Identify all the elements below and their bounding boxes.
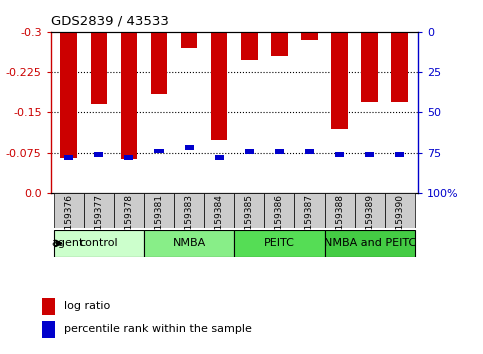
Bar — [301, 32, 318, 40]
Bar — [325, 230, 415, 257]
Bar — [271, 32, 288, 56]
Bar — [54, 230, 144, 257]
Bar — [60, 32, 77, 158]
Bar — [264, 193, 295, 228]
Text: NMBA and PEITC: NMBA and PEITC — [324, 238, 416, 249]
Bar — [151, 32, 167, 93]
Bar — [395, 152, 404, 157]
Text: GSM159385: GSM159385 — [245, 194, 254, 249]
Bar — [355, 193, 384, 228]
Text: GSM159378: GSM159378 — [125, 194, 133, 249]
Text: GDS2839 / 43533: GDS2839 / 43533 — [51, 15, 169, 28]
Text: GSM159387: GSM159387 — [305, 194, 314, 249]
Bar — [241, 32, 257, 60]
Bar — [365, 152, 374, 157]
Text: agent: agent — [51, 238, 84, 249]
Bar — [361, 32, 378, 102]
Bar — [234, 230, 325, 257]
Bar — [43, 298, 55, 314]
Bar — [84, 193, 114, 228]
Bar — [54, 193, 84, 228]
Bar — [114, 193, 144, 228]
Text: GSM159384: GSM159384 — [215, 194, 224, 249]
Bar — [331, 32, 348, 129]
Bar — [335, 152, 344, 157]
Text: NMBA: NMBA — [172, 238, 206, 249]
Bar — [155, 149, 164, 154]
Bar — [94, 152, 103, 157]
Bar — [144, 193, 174, 228]
Text: log ratio: log ratio — [64, 301, 110, 311]
Text: GSM159386: GSM159386 — [275, 194, 284, 249]
Text: percentile rank within the sample: percentile rank within the sample — [64, 324, 252, 334]
Text: GSM159381: GSM159381 — [155, 194, 164, 249]
Bar — [181, 32, 198, 48]
Bar — [391, 32, 408, 102]
Bar — [144, 230, 234, 257]
Bar — [245, 149, 254, 154]
Bar — [121, 32, 137, 159]
Bar — [234, 193, 264, 228]
Text: GSM159377: GSM159377 — [94, 194, 103, 249]
Text: control: control — [80, 238, 118, 249]
Bar — [204, 193, 234, 228]
Bar — [174, 193, 204, 228]
Text: GSM159376: GSM159376 — [64, 194, 73, 249]
Bar — [64, 155, 73, 160]
Bar — [295, 193, 325, 228]
Bar — [185, 145, 194, 150]
Text: GSM159388: GSM159388 — [335, 194, 344, 249]
Text: GSM159389: GSM159389 — [365, 194, 374, 249]
Bar — [305, 149, 314, 154]
Bar — [211, 32, 227, 140]
Text: PEITC: PEITC — [264, 238, 295, 249]
Bar — [125, 155, 133, 160]
Bar — [43, 321, 55, 338]
Bar — [214, 155, 224, 160]
Text: GSM159383: GSM159383 — [185, 194, 194, 249]
Text: GSM159390: GSM159390 — [395, 194, 404, 249]
Bar — [384, 193, 415, 228]
Bar — [91, 32, 107, 104]
Bar — [275, 149, 284, 154]
Bar — [325, 193, 355, 228]
